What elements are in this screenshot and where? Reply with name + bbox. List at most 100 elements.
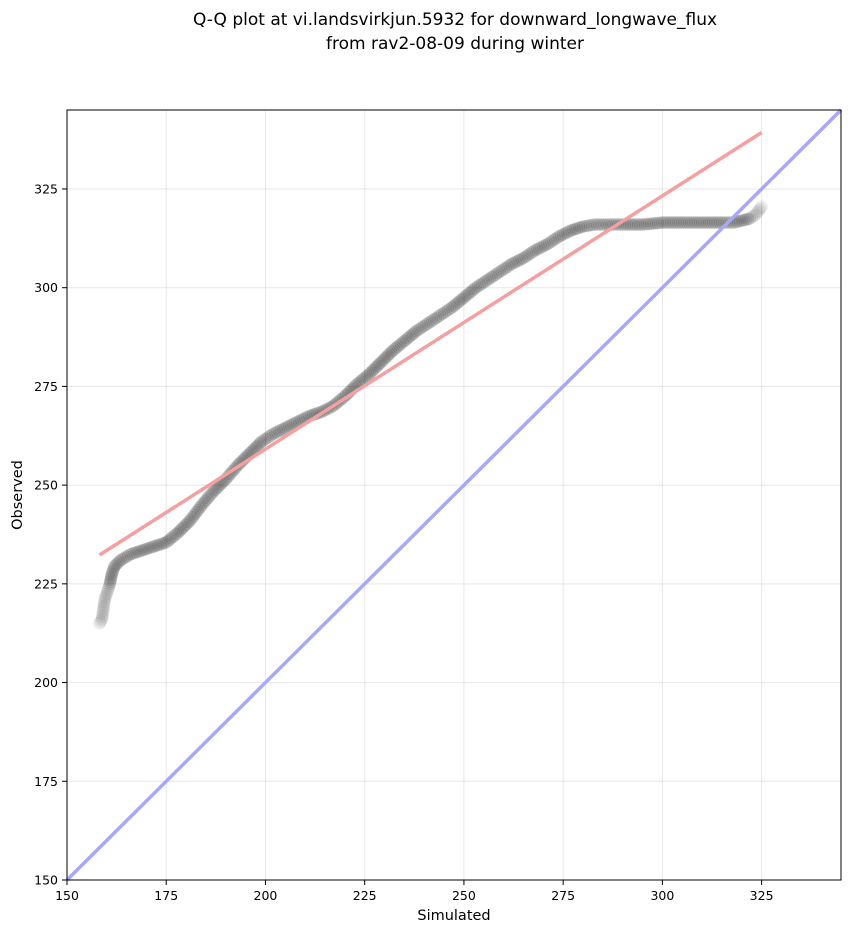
- qq-point-52: [153, 537, 167, 551]
- qq-point-81: [198, 495, 212, 508]
- qq-point-195: [389, 341, 403, 355]
- x-tick-label-7: 325: [750, 888, 774, 903]
- qq-point-31: [112, 555, 126, 569]
- qq-point-251: [493, 265, 507, 279]
- y-tick-label-7: 325: [34, 181, 58, 196]
- qq-point-291: [572, 221, 586, 235]
- qq-point-243: [477, 276, 491, 289]
- y-tick-label-6: 300: [34, 280, 58, 295]
- qq-point-70: [183, 514, 197, 528]
- fit-line: [98, 131, 763, 557]
- qq-point-193: [386, 344, 399, 358]
- qq-point-6: [96, 604, 110, 618]
- qq-point-346: [695, 216, 709, 229]
- qq-point-9: [97, 597, 111, 611]
- qq-point-130: [276, 422, 290, 436]
- qq-point-282: [554, 228, 568, 242]
- qq-point-298: [588, 218, 602, 231]
- qq-point-189: [380, 350, 393, 364]
- qq-point-16: [101, 583, 115, 597]
- qq-point-200: [397, 334, 411, 348]
- qq-point-118: [253, 436, 267, 450]
- qq-point-326: [651, 216, 665, 230]
- qq-point-322: [642, 217, 656, 231]
- qq-point-222: [439, 304, 453, 318]
- qq-point-14: [100, 587, 114, 601]
- qq-point-12: [98, 591, 112, 605]
- qq-point-46: [141, 541, 155, 555]
- qq-point-37: [124, 547, 137, 561]
- qq-point-214: [423, 315, 437, 329]
- qq-point-320: [638, 217, 652, 231]
- qq-point-335: [671, 216, 685, 229]
- qq-point-288: [566, 223, 580, 237]
- qq-point-237: [466, 284, 479, 297]
- qq-point-374: [753, 202, 767, 216]
- qq-point-255: [501, 260, 514, 274]
- qq-point-126: [268, 426, 282, 440]
- qq-point-49: [147, 539, 161, 553]
- qq-point-301: [595, 218, 609, 231]
- qq-point-318: [633, 218, 647, 231]
- qq-point-212: [419, 318, 433, 331]
- qq-point-302: [598, 218, 611, 231]
- qq-point-317: [631, 218, 645, 231]
- qq-point-1: [94, 614, 108, 628]
- qq-point-18: [102, 579, 116, 593]
- qq-point-367: [741, 212, 755, 226]
- y-tick-label-4: 250: [34, 478, 58, 493]
- qq-point-63: [173, 524, 187, 538]
- qq-point-235: [462, 286, 476, 300]
- qq-point-129: [274, 423, 288, 437]
- qq-point-328: [655, 216, 669, 229]
- qq-point-246: [483, 272, 497, 285]
- qq-point-121: [259, 432, 272, 446]
- qq-point-239: [469, 281, 483, 295]
- qq-point-364: [735, 214, 749, 227]
- qq-point-219: [433, 308, 447, 322]
- qq-point-34: [118, 551, 131, 565]
- quantile-points: [93, 200, 769, 630]
- qq-point-269: [528, 243, 542, 257]
- qq-point-218: [431, 310, 445, 324]
- qq-point-51: [151, 538, 165, 552]
- qq-point-339: [680, 216, 694, 229]
- qq-point-265: [521, 249, 534, 262]
- qq-point-216: [427, 312, 441, 326]
- qq-point-44: [137, 543, 151, 557]
- qq-point-62: [171, 526, 185, 539]
- y-tick-label-2: 200: [34, 675, 58, 690]
- qq-point-57: [163, 533, 177, 546]
- qq-point-73: [187, 509, 201, 522]
- qq-point-248: [487, 269, 501, 283]
- qq-point-224: [443, 302, 457, 316]
- qq-point-266: [523, 247, 536, 261]
- qq-point-260: [511, 254, 524, 268]
- qq-point-205: [406, 327, 420, 341]
- qq-point-267: [525, 246, 538, 260]
- qq-point-290: [570, 222, 584, 235]
- qq-point-316: [629, 218, 643, 231]
- qq-point-373: [752, 204, 766, 218]
- chart-title-line-2: from rav2-08-09 during winter: [326, 34, 584, 54]
- qq-point-132: [280, 420, 294, 434]
- qq-point-58: [164, 531, 178, 545]
- qq-point-365: [737, 213, 751, 227]
- qq-point-178: [363, 366, 377, 380]
- qq-point-343: [689, 216, 702, 229]
- qq-point-273: [536, 239, 550, 253]
- qq-point-329: [658, 216, 671, 229]
- qq-point-213: [421, 316, 435, 330]
- qq-point-230: [454, 293, 467, 307]
- qq-point-30: [111, 556, 125, 570]
- qq-point-122: [261, 431, 274, 445]
- qq-point-83: [201, 491, 215, 505]
- qq-point-297: [586, 218, 599, 232]
- qq-point-371: [749, 208, 763, 222]
- qq-point-32: [114, 553, 127, 567]
- qq-point-228: [450, 296, 464, 310]
- y-tick-label-3: 225: [34, 576, 58, 591]
- qq-point-369: [745, 210, 759, 224]
- qq-point-7: [97, 602, 110, 615]
